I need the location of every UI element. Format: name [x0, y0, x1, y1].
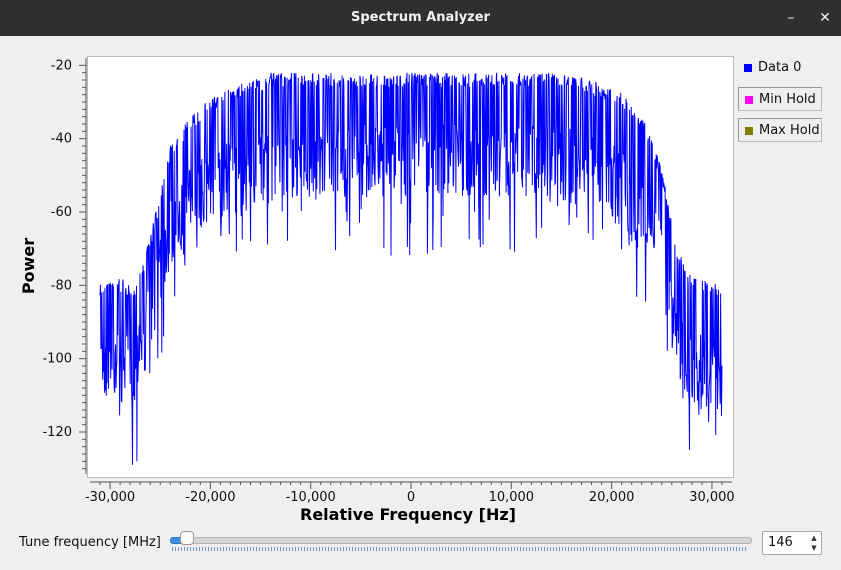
legend-swatch-min-hold — [745, 96, 753, 104]
x-tick-label: -10,000 — [286, 490, 336, 505]
x-tick-label: -30,000 — [85, 490, 135, 505]
y-tick-label: -20 — [51, 58, 72, 73]
y-tick-label: -80 — [51, 278, 72, 293]
tune-slider-handle[interactable] — [180, 531, 195, 545]
x-tick-label: -20,000 — [185, 490, 235, 505]
y-tick-label: -100 — [42, 352, 72, 367]
title-bar: Spectrum Analyzer – ✕ — [0, 0, 841, 36]
legend-label: Max Hold — [759, 123, 820, 138]
window-title: Spectrum Analyzer — [351, 10, 490, 25]
legend-label: Min Hold — [759, 92, 816, 107]
x-tick-label: 0 — [407, 490, 415, 505]
close-button[interactable]: ✕ — [819, 10, 831, 26]
x-tick-label: 10,000 — [489, 490, 535, 505]
plot-frame — [87, 56, 734, 478]
tune-frequency-label: Tune frequency [MHz] — [19, 535, 161, 550]
x-tick-label: 20,000 — [589, 490, 635, 505]
x-axis-title: Relative Frequency [Hz] — [300, 505, 516, 524]
chart-axes: -20 -40 -60 -80 -100 -120 -30,000 -20,000 -10,00… — [19, 58, 735, 524]
tune-slider-track[interactable] — [170, 537, 752, 544]
legend-label: Data 0 — [758, 60, 802, 75]
y-tick-label: -40 — [51, 132, 72, 147]
y-tick-label: -60 — [51, 205, 72, 220]
data-0-trace-line — [99, 72, 723, 465]
spin-up-icon[interactable]: ▲ — [811, 534, 817, 542]
tune-slider-ticks — [172, 547, 748, 551]
legend-item-data-0[interactable]: Data 0 — [738, 56, 822, 80]
y-axis-title: Power — [19, 238, 38, 294]
legend-toggle-max-hold[interactable]: Max Hold — [738, 118, 822, 142]
spin-down-icon[interactable]: ▼ — [811, 544, 817, 552]
x-tick-label: 30,000 — [689, 490, 735, 505]
legend-swatch-data-0 — [744, 64, 752, 72]
tune-frequency-spinbox[interactable]: 146 ▲ ▼ — [762, 531, 822, 555]
tune-frequency-value[interactable]: 146 — [768, 535, 793, 550]
y-tick-label: -120 — [42, 425, 72, 440]
minimize-button[interactable]: – — [787, 10, 795, 26]
legend-swatch-max-hold — [745, 127, 753, 135]
spectrum-chart: -20 -40 -60 -80 -100 -120 -30,000 -20,000 -10,00… — [19, 58, 735, 524]
trace-data-0 — [99, 72, 723, 465]
legend-toggle-min-hold[interactable]: Min Hold — [738, 87, 822, 111]
